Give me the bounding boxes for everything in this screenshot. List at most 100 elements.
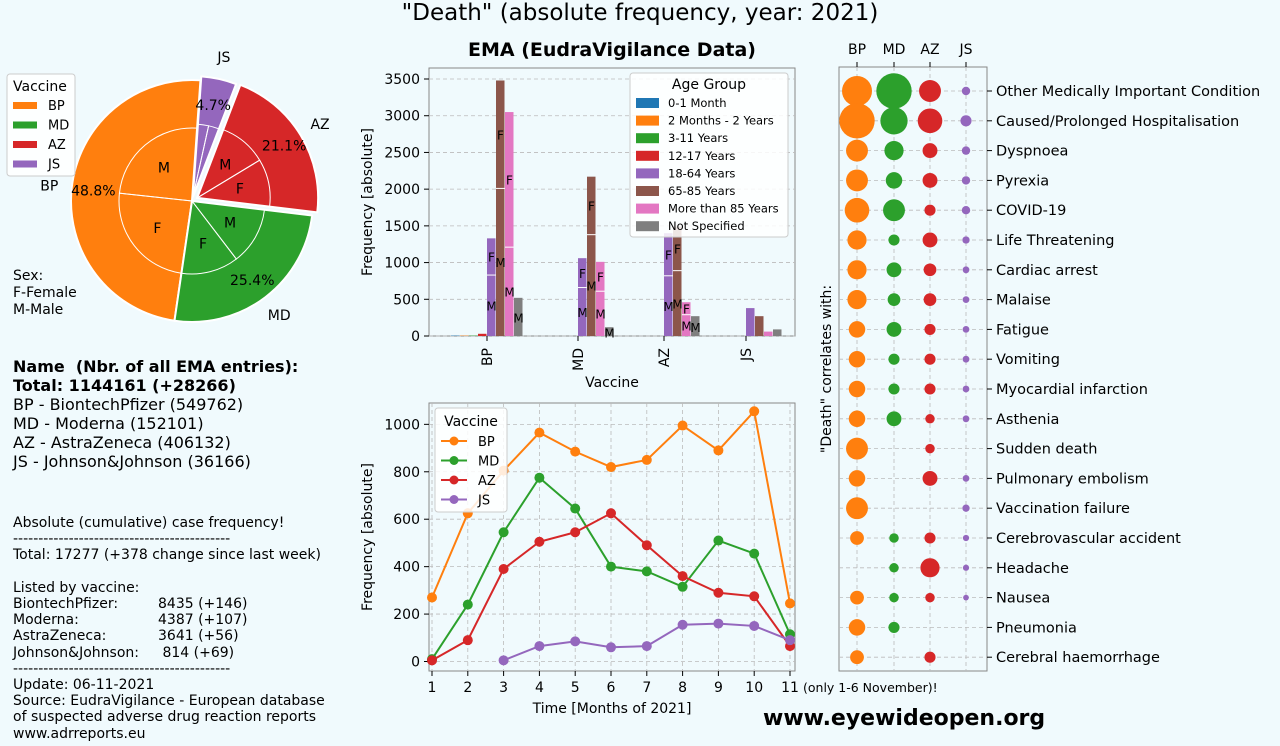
- bar: [746, 308, 755, 336]
- pie-sex-label: M: [224, 216, 236, 232]
- y-axis-label: "Death" correlates with:: [819, 285, 835, 453]
- bar-sex-label: F: [488, 251, 495, 265]
- entries-heading: Name (Nbr. of all EMA entries):: [13, 357, 299, 376]
- legend-title: Vaccine: [13, 79, 67, 95]
- bubble: [963, 594, 969, 601]
- legend-frame: [6, 73, 76, 177]
- pie-sex-label: M: [219, 157, 231, 173]
- x-tick-label: 2: [463, 680, 472, 696]
- row-label: Malaise: [996, 293, 1051, 309]
- bar-sex-label: M: [681, 319, 691, 333]
- data-point: [570, 527, 581, 538]
- bar: [496, 80, 505, 336]
- bubble: [846, 139, 868, 162]
- data-point: [570, 503, 581, 514]
- bar-sex-label: F: [683, 302, 690, 316]
- bar-sex-label: M: [663, 300, 673, 314]
- x-tick-label: 4: [535, 680, 544, 696]
- row-label: Asthenia: [996, 412, 1059, 428]
- row-label: Headache: [996, 561, 1069, 577]
- y-tick-label: 1000: [384, 417, 420, 433]
- x-tick-label: JS: [739, 348, 755, 362]
- x-tick-label: 8: [678, 680, 687, 696]
- bubble: [924, 204, 936, 216]
- bubble: [922, 172, 938, 188]
- bar: [514, 297, 523, 336]
- bar-sex-label: M: [504, 286, 514, 300]
- data-point: [641, 566, 652, 577]
- entries-md: MD - Moderna (152101): [13, 414, 204, 433]
- bubble: [961, 176, 971, 185]
- bar-sex-label: F: [674, 243, 681, 257]
- data-point: [641, 540, 652, 551]
- bubble: [847, 290, 867, 310]
- bubble: [917, 108, 943, 134]
- legend-label: 0-1 Month: [668, 96, 726, 110]
- website-link[interactable]: www.eyewideopen.org: [763, 706, 1046, 731]
- bubble: [960, 115, 972, 127]
- bubble: [850, 590, 864, 605]
- bubble: [924, 651, 936, 663]
- source-line: Source: EudraVigilance - European databa…: [13, 693, 325, 710]
- pie-inner-wedge: [190, 200, 266, 260]
- frequency-listed: Listed by vaccine:: [13, 579, 140, 596]
- bubble: [962, 266, 970, 274]
- frequency-row-name: AstraZeneca:: [13, 628, 107, 645]
- chart-title: EMA (EudraVigilance Data): [468, 39, 756, 61]
- bar-sex-label: M: [495, 256, 505, 270]
- plot-area: [838, 66, 988, 672]
- bubble: [886, 411, 902, 427]
- bubble-chart: BP MD AZ JS Other Medically Important Condit…: [819, 42, 1260, 672]
- data-point: [749, 548, 760, 559]
- bubble: [844, 197, 870, 223]
- legend-swatch: [636, 168, 659, 179]
- y-tick-label: 3000: [384, 109, 420, 125]
- bubble: [925, 414, 935, 424]
- row-label: Dyspnoea: [996, 144, 1068, 160]
- frequency-divider: ----------------------------------------…: [13, 660, 231, 677]
- y-tick-label: 800: [393, 465, 420, 481]
- x-tick-label: 6: [607, 680, 616, 696]
- data-point: [498, 527, 509, 538]
- bubble: [925, 443, 935, 454]
- data-point: [498, 564, 509, 575]
- legend-swatch: [636, 133, 659, 144]
- pie-sex-label: F: [199, 236, 207, 252]
- y-axis-label: Frequency [absolute]: [360, 463, 376, 611]
- bubble: [925, 592, 935, 603]
- bubble: [962, 355, 970, 363]
- bar: [478, 333, 487, 336]
- entries-bp: BP - BiontechPfizer (549762): [13, 395, 244, 414]
- x-tick-label: 5: [571, 680, 580, 696]
- data-point: [677, 619, 688, 630]
- pie-pct-label: 25.4%: [230, 273, 274, 289]
- bubble: [846, 169, 868, 192]
- source-url: www.adrreports.eu: [13, 725, 146, 742]
- y-tick-label: 400: [393, 560, 420, 576]
- data-point: [570, 636, 581, 647]
- bubble: [848, 350, 866, 368]
- data-point: [677, 581, 688, 592]
- legend-label: More than 85 Years: [668, 202, 779, 216]
- y-tick-label: 3500: [384, 72, 420, 88]
- y-tick-label: 1500: [384, 219, 420, 235]
- bar: [664, 233, 673, 336]
- bubble: [922, 143, 938, 159]
- pie-chart: MF48.8%BPFM25.4%MDFM21.1%AZ4.7%JSVaccine…: [6, 50, 330, 324]
- bubble: [889, 592, 899, 603]
- bar-sex-label: M: [486, 300, 496, 314]
- pie-pct-label: 48.8%: [71, 183, 115, 199]
- x-tick-label: 10: [745, 680, 763, 696]
- bar-sex-label: F: [497, 128, 504, 142]
- data-point: [677, 571, 688, 582]
- legend-frame: [629, 72, 789, 238]
- bar: [764, 331, 773, 336]
- column-label: BP: [848, 42, 866, 58]
- pie-sex-label: F: [153, 221, 161, 237]
- bubble: [924, 353, 936, 365]
- bubble: [876, 73, 912, 109]
- frequency-row-name: Moderna:: [13, 612, 79, 629]
- data-point: [534, 536, 545, 547]
- legend-label: 2 Months - 2 Years: [668, 114, 774, 128]
- data-point: [677, 420, 688, 431]
